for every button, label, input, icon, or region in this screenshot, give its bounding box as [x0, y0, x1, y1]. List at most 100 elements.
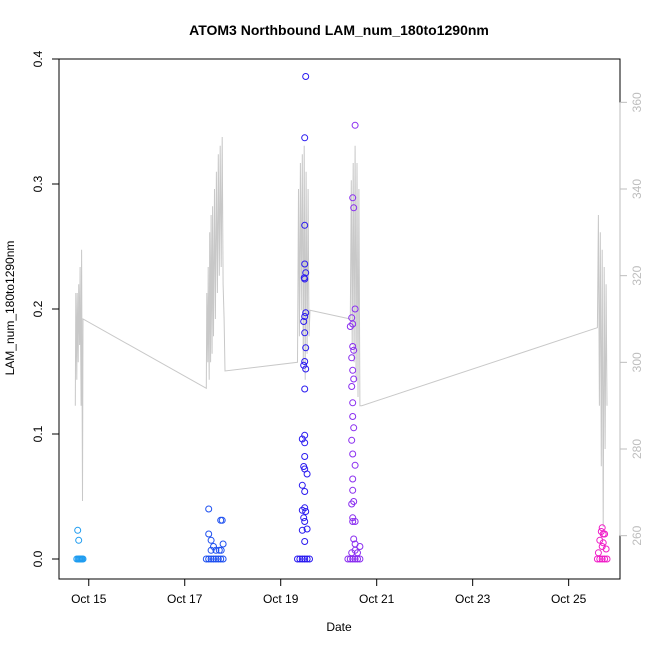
data-point [300, 361, 308, 369]
y-tick-label: 0.3 [31, 175, 45, 192]
data-point [348, 500, 356, 508]
y-tick-label: 0.1 [31, 425, 45, 442]
plot-frame [58, 58, 621, 580]
data-point [598, 555, 606, 563]
data-point [301, 221, 309, 229]
y2-axis: 260 280 300 320 340 360 [619, 92, 644, 546]
data-point [303, 525, 311, 533]
data-point [346, 323, 354, 330]
y2-tick-label: 360 [630, 92, 644, 112]
data-point [301, 313, 309, 320]
data-point [302, 73, 310, 80]
data-point [351, 555, 359, 563]
data-point [348, 383, 356, 390]
data-point [351, 518, 359, 525]
data-point [301, 538, 309, 545]
series-3 [294, 73, 313, 563]
plot-area [58, 58, 621, 580]
data-point [300, 318, 308, 325]
data-point [351, 305, 359, 313]
data-point [205, 555, 213, 563]
y2-tick-label: 260 [630, 525, 644, 545]
data-point [350, 375, 358, 383]
data-point [207, 555, 215, 563]
data-point [296, 555, 304, 563]
x-axis-label: Date [326, 620, 352, 634]
y-tick-label: 0.0 [31, 550, 45, 567]
data-point [349, 514, 357, 522]
data-point [349, 194, 357, 202]
x-tick-label: Oct 23 [455, 592, 491, 606]
data-point [210, 543, 217, 550]
y-tick-label: 0.4 [31, 50, 45, 67]
y2-tick-label: 340 [630, 179, 644, 199]
data-point [350, 204, 358, 212]
data-point [74, 526, 82, 534]
data-point [217, 516, 225, 524]
data-point [349, 486, 357, 494]
y2-tick-label: 280 [630, 439, 644, 459]
data-point [301, 329, 309, 337]
data-point [303, 555, 311, 563]
data-point [219, 555, 227, 563]
data-point [349, 450, 357, 458]
data-point [298, 555, 306, 563]
data-point [349, 475, 357, 483]
x-tick-label: Oct 25 [551, 592, 587, 606]
data-point [303, 470, 311, 478]
points-layer [73, 73, 611, 563]
secondary-series-line [74, 136, 608, 528]
data-point [207, 546, 215, 554]
data-point [603, 555, 611, 563]
data-point [350, 535, 358, 543]
data-point [356, 555, 364, 563]
data-point [79, 555, 87, 563]
series-2 [202, 505, 227, 563]
data-point [349, 343, 357, 350]
data-point [215, 546, 223, 554]
y2-tick-label: 300 [630, 352, 644, 372]
x-tick-label: Oct 15 [71, 592, 107, 606]
data-point [350, 346, 358, 354]
secondary-line-layer [74, 136, 608, 528]
data-point [349, 366, 357, 374]
data-point [205, 530, 213, 538]
data-point [298, 435, 306, 443]
chart-title: ATOM3 Northbound LAM_num_180to1290nm [189, 22, 489, 38]
y-axis: 0.0 0.1 0.2 0.3 0.4 [31, 50, 60, 567]
data-point [349, 413, 357, 420]
data-point [298, 481, 306, 489]
data-point [350, 424, 358, 432]
series-4 [344, 121, 364, 563]
x-tick-label: Oct 19 [263, 592, 299, 606]
data-point [202, 555, 210, 563]
data-point [207, 536, 215, 544]
data-point [298, 506, 306, 514]
y2-tick-label: 320 [630, 265, 644, 285]
data-point [306, 555, 313, 563]
data-point [301, 385, 309, 393]
data-point [301, 431, 309, 439]
data-point [301, 358, 309, 365]
data-point [302, 508, 310, 515]
data-point [300, 514, 308, 522]
y-tick-label: 0.2 [31, 300, 45, 317]
data-point [217, 546, 225, 554]
data-point [356, 543, 364, 550]
data-point [348, 354, 356, 362]
data-point [301, 275, 309, 283]
data-point [301, 518, 309, 525]
data-point [298, 526, 306, 534]
data-point [301, 555, 309, 563]
data-point [351, 121, 359, 129]
data-point [301, 453, 309, 460]
data-point [217, 555, 225, 563]
data-point [351, 461, 359, 469]
data-point [75, 536, 83, 544]
data-point [214, 555, 222, 563]
data-point [349, 399, 357, 407]
data-point [205, 505, 213, 513]
data-point [302, 309, 310, 317]
x-axis: Oct 15 Oct 17 Oct 19 Oct 21 Oct 23 Oct 25 [71, 578, 587, 606]
